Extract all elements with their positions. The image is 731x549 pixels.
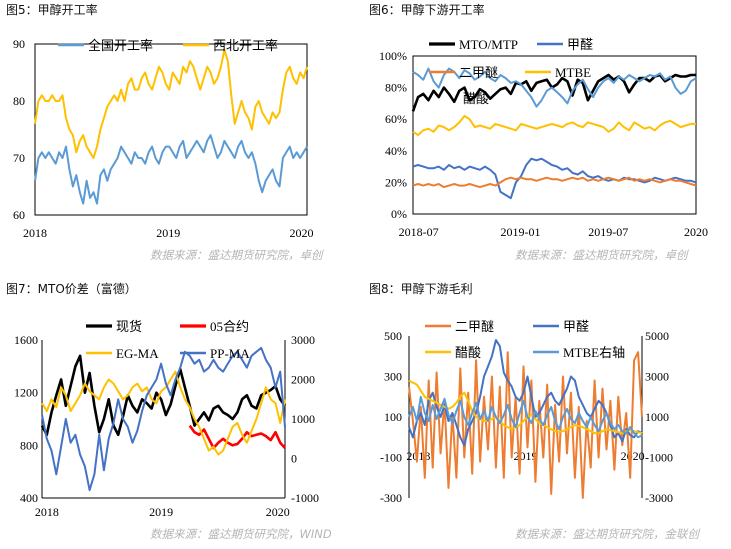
x-tick-label: 2018 — [35, 505, 59, 519]
series-line-PP-MA — [41, 346, 286, 492]
y-tick-label: 0% — [391, 207, 407, 221]
x-tick-label: 2019-01 — [501, 225, 541, 239]
panel-1: 图5：甲醇开工率 90 80 70 60 2018 2019 2020 全国开工率 西北开工率 … — [0, 0, 365, 275]
y-tick-label: 100% — [379, 49, 407, 63]
chart-source: 数据来源：盛达期货研究院，金联创 — [515, 527, 699, 541]
y-tick-label: -300 — [380, 491, 402, 505]
chart-title: 图6：甲醇下游开工率 — [369, 3, 485, 17]
y-tick-label: 60 — [13, 208, 25, 222]
series-line-MTO/MTP — [411, 73, 696, 112]
x-tick-label: 2019-07 — [588, 225, 628, 239]
y2-tick-label: 1000 — [291, 412, 315, 426]
x-tick-label: 2020 — [621, 449, 645, 463]
x-tick-label: 2019 — [156, 226, 180, 240]
legend-label: 二甲醚 — [459, 65, 498, 80]
chart-source: 数据来源：盛达期货研究院，卓创 — [150, 248, 323, 262]
legend-label: PP-MA — [210, 346, 250, 361]
chart-title: 图8：甲醇下游毛利 — [369, 282, 473, 296]
legend-label: 醋酸 — [463, 91, 489, 106]
panel-2: 图6：甲醇下游开工率 100% 80% 60% 40% 20% 0% 2018-07 2019… — [365, 0, 731, 275]
y2-tick-label: 1000 — [645, 410, 669, 424]
chart-title: 图5：甲醇开工率 — [6, 3, 98, 17]
x-tick-label: 2018-07 — [399, 225, 439, 239]
series-line-现货 — [40, 354, 287, 437]
panel-3: 图7：MTO价差（富德） 1600 1200 800 400 3000 2000 1000 0… — [0, 278, 365, 549]
y-tick-label: 100 — [384, 410, 402, 424]
y-tick-label: 70 — [13, 151, 25, 165]
series-line-05合约 — [188, 424, 286, 450]
y-tick-label: 20% — [385, 175, 407, 189]
plot-frame — [34, 43, 308, 216]
y2-tick-label: 0 — [291, 452, 297, 466]
y2-tick-label: -1000 — [645, 451, 673, 465]
y-tick-label: 80% — [385, 81, 407, 95]
x-tick-label: 2020 — [290, 226, 314, 240]
series-line-EG-MA — [41, 370, 286, 456]
y-tick-label: 1600 — [14, 333, 38, 347]
y-tick-label: 800 — [20, 438, 38, 452]
x-tick-label: 2020 — [266, 505, 290, 519]
y-tick-label: 60% — [385, 112, 407, 126]
chart-source: 数据来源：盛达期货研究院，卓创 — [515, 248, 688, 262]
legend-label: 现货 — [116, 319, 142, 334]
legend-label: 甲醛 — [563, 319, 589, 334]
series-line-二甲醚 — [408, 351, 643, 499]
y2-tick-label: 2000 — [291, 373, 315, 387]
x-tick-label: 2019 — [149, 505, 173, 519]
series-line-二甲醚 — [412, 176, 697, 189]
chart-4: 500 300 100 -100 -300 5000 3000 1000 -1000 -3000 2… — [380, 319, 673, 505]
chart-title: 图7：MTO价差（富德） — [6, 282, 137, 296]
legend-label: 二甲醚 — [455, 319, 494, 334]
x-tick-label: 2020 — [684, 225, 708, 239]
x-tick-label: 2018 — [23, 226, 47, 240]
series-line-甲醛 — [412, 157, 697, 200]
y-tick-label: 400 — [20, 491, 38, 505]
series-line-甲醛 — [408, 339, 643, 447]
y-tick-label: 500 — [384, 329, 402, 343]
legend-label: 醋酸 — [455, 345, 481, 360]
y2-tick-label: 3000 — [291, 333, 315, 347]
series-line-醋酸 — [412, 67, 697, 108]
series-line-全国开工率 — [34, 134, 308, 205]
series-line-MTBE — [412, 115, 696, 136]
series-line-西北开工率 — [34, 48, 308, 159]
plot-frame — [412, 55, 697, 215]
legend-label: MTBE右轴 — [563, 345, 625, 360]
y-tick-label: -100 — [380, 451, 402, 465]
y2-tick-label: 3000 — [645, 370, 669, 384]
y-tick-label: 300 — [384, 370, 402, 384]
legend-label: MTBE — [555, 65, 591, 80]
legend-label: EG-MA — [116, 346, 159, 361]
y2-tick-label: -1000 — [291, 491, 319, 505]
y2-tick-label: -3000 — [645, 491, 673, 505]
legend-label: 05合约 — [210, 319, 249, 334]
legend-label: 西北开工率 — [213, 38, 278, 53]
legend-label: MTO/MTP — [459, 37, 518, 52]
legend-label: 甲醛 — [567, 37, 593, 52]
legend-label: 全国开工率 — [88, 38, 153, 53]
y-tick-label: 40% — [385, 144, 407, 158]
y2-tick-label: 5000 — [645, 329, 669, 343]
panel-4: 图8：甲醇下游毛利 500 300 100 -100 -300 5000 3000 1000 -… — [365, 278, 731, 549]
y-tick-label: 80 — [13, 94, 25, 108]
chart-2: 100% 80% 60% 40% 20% 0% 2018-07 2019-01 2019-07 2… — [379, 37, 708, 239]
y-tick-label: 90 — [13, 37, 25, 51]
y-tick-label: 1200 — [14, 386, 38, 400]
chart-3: 1600 1200 800 400 3000 2000 1000 0 -1000 2018 2019… — [14, 319, 319, 519]
series-line-MTBE右轴 — [408, 395, 643, 439]
chart-1: 90 80 70 60 2018 2019 2020 全国开工率 西北开工率 — [13, 37, 314, 240]
chart-source: 数据来源：盛达期货研究院，WIND — [150, 527, 332, 541]
